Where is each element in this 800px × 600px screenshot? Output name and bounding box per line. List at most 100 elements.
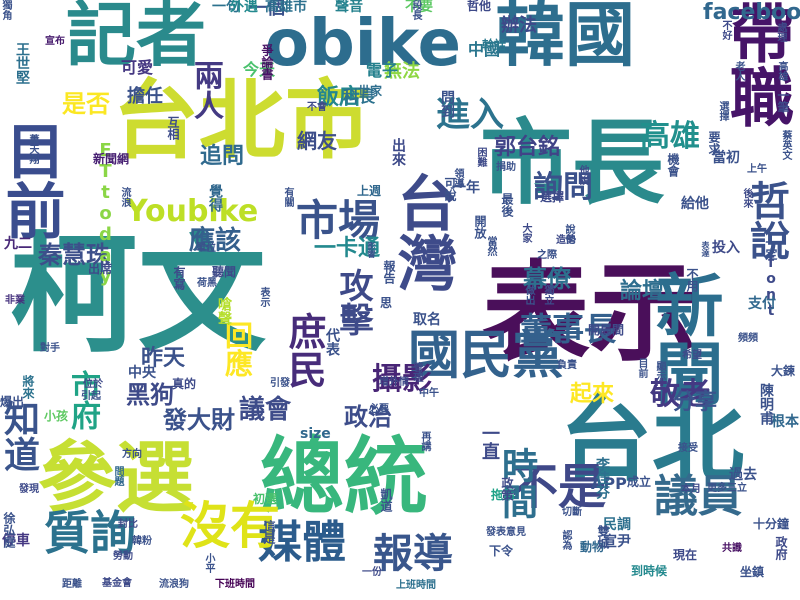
cloud-word: 知道 bbox=[0, 400, 39, 472]
cloud-word: 新聞 bbox=[643, 270, 722, 406]
cloud-word: 表達 bbox=[701, 241, 710, 257]
cloud-word: 負責 bbox=[557, 360, 577, 371]
cloud-word: 基金會 bbox=[102, 578, 132, 589]
cloud-word: 沒有 bbox=[180, 497, 280, 555]
cloud-word: 一年 bbox=[452, 180, 480, 196]
cloud-word: 韓國 bbox=[495, 0, 635, 76]
cloud-word: 政策 bbox=[500, 477, 514, 501]
cloud-word: 幕僚 bbox=[523, 265, 571, 293]
cloud-word: 上午 bbox=[747, 164, 767, 175]
cloud-word: 有寫 bbox=[172, 266, 186, 290]
cloud-word: 出來 bbox=[390, 138, 406, 166]
cloud-word: 擔任 bbox=[127, 86, 163, 107]
cloud-word: 黑狗 bbox=[126, 381, 174, 409]
cloud-word: 帶職 bbox=[719, 0, 793, 128]
cloud-word: 新聞網 bbox=[93, 152, 130, 166]
cloud-word: 大家 bbox=[520, 223, 531, 243]
cloud-word: 問到 bbox=[439, 90, 455, 118]
cloud-word: 初選 bbox=[253, 492, 278, 506]
cloud-word: 台灣 bbox=[387, 172, 457, 292]
cloud-word: 可說 bbox=[443, 177, 457, 201]
cloud-word: 必要 bbox=[369, 404, 389, 415]
cloud-word: 時間 bbox=[496, 447, 537, 519]
cloud-word: 坐鎮 bbox=[740, 565, 765, 579]
cloud-word: 網友 bbox=[297, 129, 337, 153]
cloud-word: 質詢 bbox=[44, 506, 136, 560]
cloud-word: 兩人 bbox=[188, 60, 223, 120]
cloud-word: APP bbox=[591, 474, 627, 493]
cloud-word: 爆出 bbox=[0, 395, 25, 409]
cloud-word: 封比 bbox=[118, 519, 138, 530]
cloud-word: 真的 bbox=[172, 377, 197, 391]
cloud-word: 庶民 bbox=[282, 312, 326, 388]
cloud-word: 參選 bbox=[38, 434, 195, 524]
cloud-word: 希望 bbox=[682, 350, 702, 361]
cloud-word: 九二 bbox=[4, 236, 32, 252]
cloud-word: 是否 bbox=[62, 90, 110, 118]
cloud-word: 嗆聲 bbox=[216, 297, 232, 325]
cloud-word: 高雄市 bbox=[265, 0, 307, 15]
cloud-word: 上班時間 bbox=[396, 580, 436, 591]
cloud-word: 一份 bbox=[362, 567, 382, 578]
cloud-word: 李佳芬 bbox=[594, 457, 610, 499]
cloud-word: 給他 bbox=[681, 196, 709, 212]
cloud-word: 段長 bbox=[410, 0, 421, 20]
cloud-word: 流浪 bbox=[119, 187, 130, 207]
cloud-word: 非業 bbox=[5, 295, 25, 306]
cloud-word: 董事長 bbox=[520, 310, 617, 348]
cloud-word: 取名 bbox=[413, 312, 441, 328]
cloud-word: 拖吊 bbox=[491, 488, 516, 502]
cloud-word: 高雄 bbox=[776, 61, 787, 81]
cloud-word: 本月 bbox=[681, 484, 701, 495]
cloud-word: 電子 bbox=[366, 61, 399, 80]
cloud-word: 一卡通 bbox=[314, 236, 381, 261]
cloud-word: 不會 bbox=[307, 102, 327, 113]
cloud-word: 辦法 bbox=[501, 15, 537, 36]
cloud-word: 發表意見 bbox=[486, 527, 526, 538]
cloud-word: 回應 bbox=[221, 321, 254, 377]
cloud-word: 今天 bbox=[243, 60, 276, 79]
cloud-word: 郭台銘 bbox=[494, 135, 561, 160]
cloud-word: 他說 bbox=[577, 165, 588, 185]
cloud-word: 增外情 bbox=[379, 377, 409, 388]
cloud-word: 選擇 bbox=[717, 101, 728, 121]
cloud-word: 互相 bbox=[166, 116, 180, 140]
cloud-word: 徐弘庭 bbox=[2, 512, 16, 548]
cloud-word: ETtoday bbox=[95, 140, 116, 287]
cloud-word: 開放 bbox=[473, 215, 487, 239]
cloud-word: 引起 bbox=[81, 391, 101, 402]
cloud-word: 市長 bbox=[480, 110, 665, 217]
cloud-word: 顯示 bbox=[654, 361, 665, 381]
cloud-word: 議員 bbox=[654, 471, 742, 522]
cloud-word: 思 bbox=[380, 296, 393, 310]
cloud-word: 再講 bbox=[419, 431, 430, 451]
cloud-word: 分享 bbox=[673, 390, 718, 415]
cloud-word: 應該 bbox=[189, 226, 242, 256]
cloud-word: 獨角 bbox=[0, 0, 11, 20]
cloud-word: 哲說 bbox=[743, 180, 789, 260]
cloud-word: 一筆 bbox=[776, 89, 790, 113]
cloud-word: 表示 bbox=[258, 287, 269, 307]
cloud-word: 一定 bbox=[764, 236, 778, 260]
cloud-word: 中央 bbox=[128, 365, 156, 381]
cloud-word: 選擇 bbox=[540, 190, 565, 204]
cloud-word: 陳明甫 bbox=[758, 383, 774, 425]
cloud-word: 敬老 bbox=[650, 377, 710, 412]
cloud-word: 蕭天翔 bbox=[27, 134, 38, 164]
cloud-word: 報導 bbox=[373, 531, 453, 577]
cloud-word: 有關 bbox=[282, 187, 293, 207]
cloud-word: 根本 bbox=[771, 414, 799, 430]
cloud-word: 政府 bbox=[774, 536, 788, 560]
cloud-word: 代表 bbox=[324, 328, 340, 356]
cloud-word: 做出 bbox=[523, 285, 534, 305]
cloud-word: 小孩 bbox=[44, 409, 69, 423]
cloud-word: 中國 bbox=[468, 40, 501, 59]
cloud-word: 台北 bbox=[560, 387, 745, 494]
cloud-word: size bbox=[300, 426, 331, 442]
cloud-word: 過去 bbox=[729, 467, 757, 483]
cloud-word: 現在 bbox=[673, 548, 698, 562]
cloud-word: 目前 bbox=[0, 120, 65, 240]
cloud-word: 位於 bbox=[83, 379, 103, 390]
cloud-word: 大鍊 bbox=[771, 364, 796, 378]
cloud-word: 管理 bbox=[411, 362, 422, 382]
